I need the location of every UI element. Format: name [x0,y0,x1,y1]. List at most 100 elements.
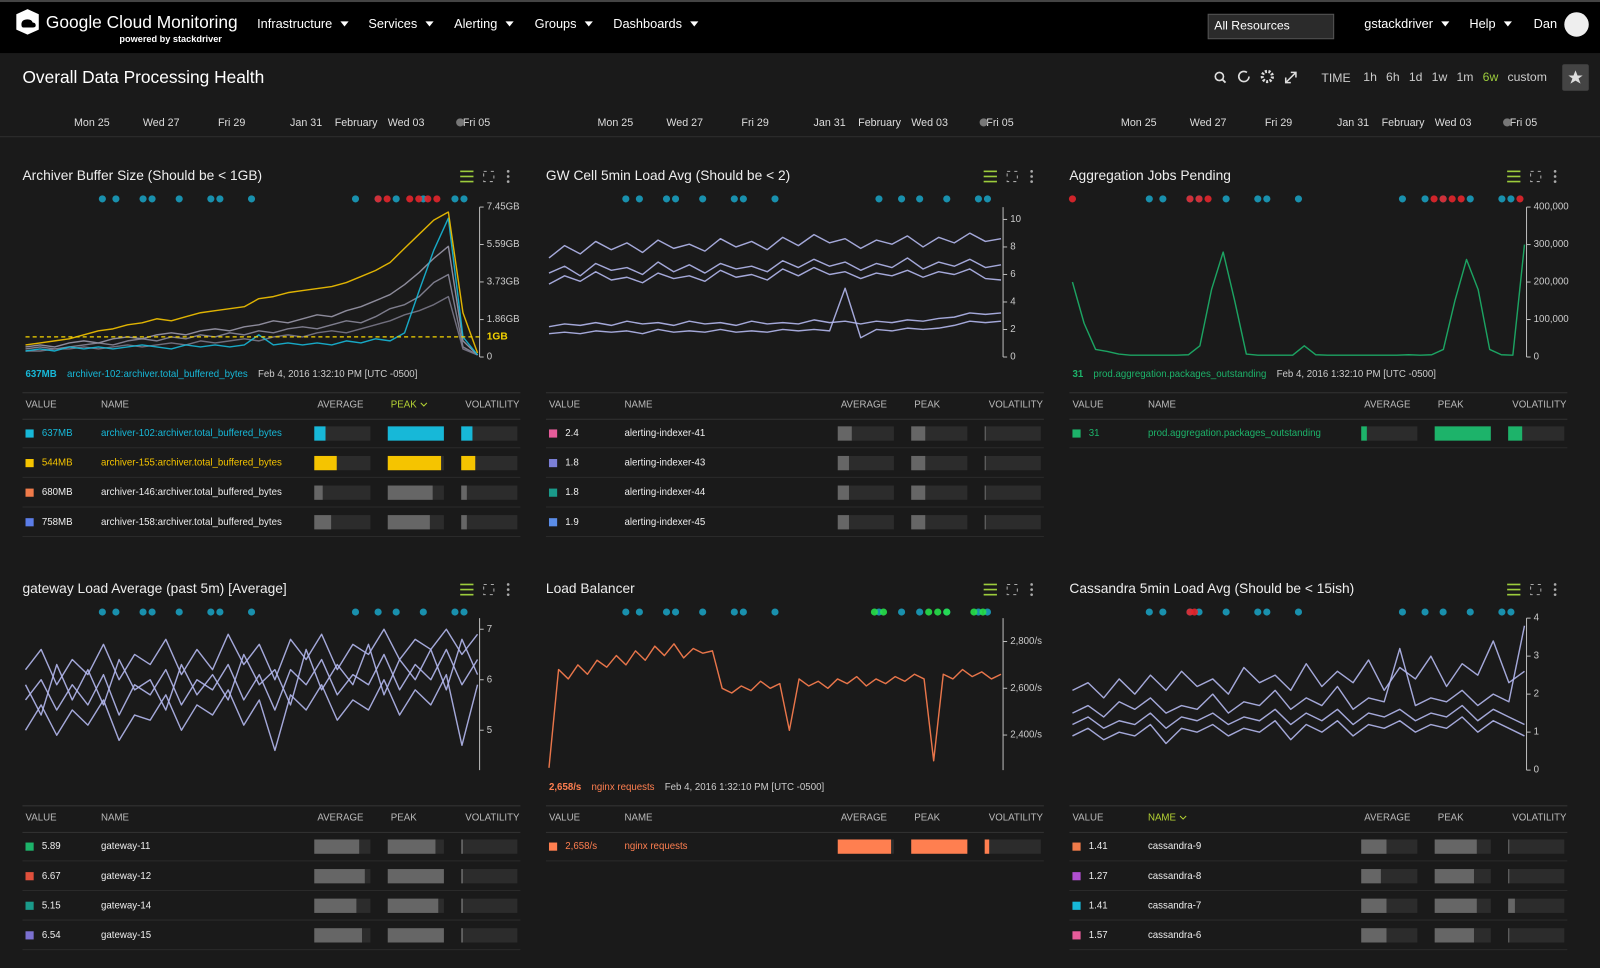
column-header[interactable]: PEAK [1438,400,1464,411]
event-dot[interactable] [406,195,414,203]
event-dot[interactable] [979,608,987,616]
row-name[interactable]: gateway-12 [101,871,151,882]
nav-menu[interactable]: Infrastructure [257,16,332,31]
event-dot[interactable] [1159,608,1167,616]
event-dot[interactable] [635,195,643,203]
column-header[interactable]: AVERAGE [841,813,888,824]
event-dot[interactable] [1190,608,1199,616]
column-header[interactable]: PEAK [391,400,417,411]
event-dot[interactable] [916,195,924,203]
event-dot[interactable] [1507,608,1515,616]
event-dot[interactable] [175,195,183,203]
event-dot[interactable] [974,195,982,203]
event-dot[interactable] [1439,608,1447,616]
event-dot[interactable] [415,195,423,203]
column-header[interactable]: PEAK [914,400,940,411]
event-dot[interactable] [1498,195,1506,203]
event-dot[interactable] [970,608,978,616]
event-dot[interactable] [451,195,459,203]
row-name[interactable]: alerting-indexer-41 [624,428,705,439]
event-dot[interactable] [112,608,120,616]
event-dot[interactable] [383,195,391,203]
event-dot[interactable] [1263,608,1271,616]
event-dot[interactable] [934,608,942,616]
column-header[interactable]: AVERAGE [317,400,364,411]
column-header[interactable]: VOLATILITY [1512,400,1567,411]
event-dot[interactable] [1439,195,1447,203]
event-dot[interactable] [148,195,156,203]
event-dot[interactable] [1398,608,1407,616]
event-dot[interactable] [875,195,883,203]
expand-icon[interactable] [483,170,495,183]
event-dot[interactable] [1421,195,1429,203]
event-dot[interactable] [216,608,224,616]
event-dot[interactable] [1068,195,1077,203]
event-dot[interactable] [898,195,906,203]
event-dot[interactable] [1263,195,1271,203]
event-dot[interactable] [1254,608,1262,616]
column-header[interactable]: PEAK [1438,813,1464,824]
event-dot[interactable] [635,608,643,616]
time-range[interactable]: 6h [1386,70,1400,84]
event-dot[interactable] [1457,195,1465,203]
event-dot[interactable] [1145,195,1153,203]
fullscreen-icon[interactable] [1284,71,1297,84]
expand-icon[interactable] [1530,583,1542,596]
column-header[interactable]: VALUE [26,400,58,411]
time-range[interactable]: 1d [1409,70,1423,84]
event-dot[interactable] [925,608,933,616]
event-dot[interactable] [771,195,779,203]
user-name[interactable]: Dan [1534,16,1557,31]
avatar[interactable] [1564,12,1589,37]
event-dot[interactable] [662,608,671,616]
column-header[interactable]: PEAK [391,813,417,824]
event-dot[interactable] [1204,195,1212,203]
expand-icon[interactable] [483,583,495,596]
column-header[interactable]: AVERAGE [1364,813,1411,824]
nav-menu[interactable]: Groups [535,16,577,31]
column-header[interactable]: NAME [101,400,130,411]
row-name[interactable]: cassandra-7 [1148,900,1201,911]
row-name[interactable]: gateway-14 [101,900,152,911]
event-dot[interactable] [374,195,382,203]
event-dot[interactable] [351,608,360,616]
event-dot[interactable] [943,195,951,203]
column-header[interactable]: VALUE [26,813,58,824]
row-name[interactable]: alerting-indexer-43 [624,458,705,469]
column-header[interactable]: AVERAGE [317,813,364,824]
row-name[interactable]: cassandra-9 [1148,841,1201,852]
event-dot[interactable] [216,195,224,203]
event-dot[interactable] [1254,195,1262,203]
event-dot[interactable] [207,195,215,203]
time-range[interactable]: 1m [1456,70,1473,84]
help-menu[interactable]: Help [1469,16,1495,31]
event-dot[interactable] [771,608,779,616]
event-dot[interactable] [1430,195,1438,203]
row-name[interactable]: cassandra-6 [1148,930,1201,941]
event-dot[interactable] [1294,608,1303,616]
event-dot[interactable] [1421,608,1429,616]
event-dot[interactable] [424,195,432,203]
expand-icon[interactable] [1006,170,1018,183]
expand-icon[interactable] [1530,170,1542,183]
column-header[interactable]: NAME [1148,813,1177,824]
event-dot[interactable] [392,608,400,616]
expand-icon[interactable] [1006,583,1018,596]
event-dot[interactable] [1466,608,1474,616]
event-dot[interactable] [662,195,671,203]
search-box[interactable] [1207,13,1335,40]
nav-menu[interactable]: Alerting [454,16,497,31]
refresh-icon[interactable] [1237,70,1250,83]
event-dot[interactable] [1195,195,1203,203]
event-dot[interactable] [943,608,951,616]
event-dot[interactable] [112,195,120,203]
event-dot[interactable] [1159,195,1167,203]
event-dot[interactable] [622,195,630,203]
event-dot[interactable] [98,195,106,203]
event-dot[interactable] [1186,195,1194,203]
event-dot[interactable] [139,608,147,616]
event-dot[interactable] [1466,195,1474,203]
nav-menu[interactable]: Dashboards [613,16,682,31]
event-dot[interactable] [879,608,888,616]
event-dot[interactable] [351,195,360,203]
